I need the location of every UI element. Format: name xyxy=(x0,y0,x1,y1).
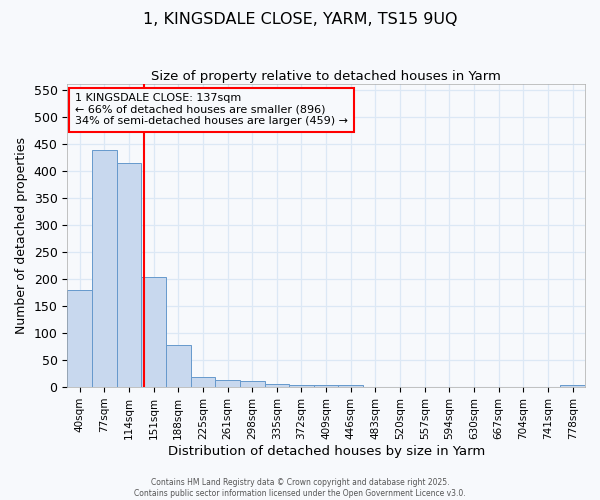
Bar xyxy=(67,290,92,387)
Bar xyxy=(265,384,289,387)
Bar xyxy=(141,276,166,387)
Bar xyxy=(289,385,314,387)
Title: Size of property relative to detached houses in Yarm: Size of property relative to detached ho… xyxy=(151,70,501,83)
Y-axis label: Number of detached properties: Number of detached properties xyxy=(15,137,28,334)
Bar xyxy=(191,378,215,387)
Bar xyxy=(338,386,363,387)
Text: 1, KINGSDALE CLOSE, YARM, TS15 9UQ: 1, KINGSDALE CLOSE, YARM, TS15 9UQ xyxy=(143,12,457,28)
Bar xyxy=(560,386,585,387)
Bar xyxy=(240,380,265,387)
Bar xyxy=(314,386,338,387)
Bar xyxy=(166,345,191,387)
Bar xyxy=(215,380,240,387)
Text: Contains HM Land Registry data © Crown copyright and database right 2025.
Contai: Contains HM Land Registry data © Crown c… xyxy=(134,478,466,498)
Bar xyxy=(92,150,116,387)
Text: 1 KINGSDALE CLOSE: 137sqm
← 66% of detached houses are smaller (896)
34% of semi: 1 KINGSDALE CLOSE: 137sqm ← 66% of detac… xyxy=(75,94,348,126)
X-axis label: Distribution of detached houses by size in Yarm: Distribution of detached houses by size … xyxy=(167,444,485,458)
Bar xyxy=(116,162,141,387)
